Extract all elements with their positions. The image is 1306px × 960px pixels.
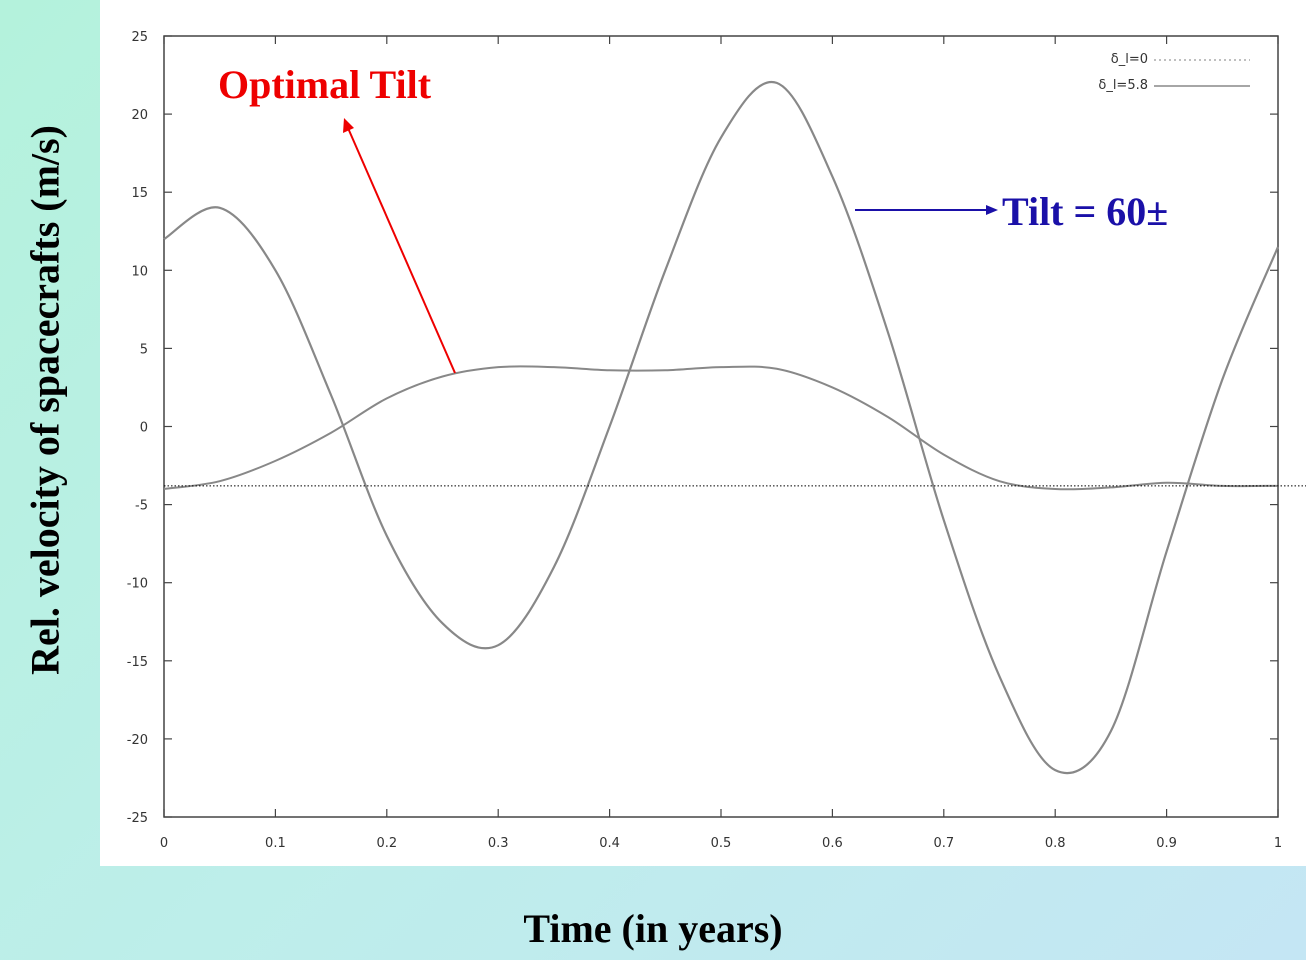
x-tick-label: 0 [160,836,168,851]
legend-label-0: δ_l=0 [1111,52,1148,67]
plot-panel: 25 20 15 10 5 0 -5 -10 -15 -20 -25 0 0.1 0.2 0.3 0.4 0.5… [100,0,1306,866]
line-chart: 25 20 15 10 5 0 -5 -10 -15 -20 -25 0 0.1 0.2 0.3 0.4 0.5… [127,30,1306,851]
annotation-optimal-tilt-arrow [347,127,456,374]
series-line-0 [163,80,1280,775]
annotation-optimal-tilt-arrowhead [343,118,354,133]
x-axis-label: Time (in years) [523,906,783,951]
y-tick-label: -25 [127,811,148,826]
annotation-tilt-60: Tilt = 60± [1002,189,1168,234]
y-tick-label: -15 [127,655,148,670]
legend-label-1: δ_l=5.8 [1098,78,1148,93]
y-tick-label: -10 [127,577,148,592]
y-tick-label: 15 [131,186,148,201]
annotation-tilt60-arrowhead [986,205,998,215]
x-tick-label: 0.8 [1045,836,1066,851]
legend: δ_l=0 δ_l=5.8 [1098,52,1250,93]
series-line-1 [163,365,1279,491]
series-group [163,80,1306,775]
y-tick-label: 20 [131,108,148,123]
annotation-optimal-tilt: Optimal Tilt [218,62,432,107]
y-tick-label: 25 [131,30,148,45]
x-tick-label: 0.2 [376,836,397,851]
y-tick-label: 0 [140,421,148,436]
plot-frame [163,35,1279,818]
y-tick-label: -5 [135,499,148,514]
y-axis-label-container: Rel. velocity of spacecrafts (m/s) [0,10,90,790]
x-tick-label: 0.3 [488,836,509,851]
y-tick-label: 10 [131,264,148,279]
x-tick-label: 0.1 [265,836,286,851]
x-tick-label: 0.7 [933,836,954,851]
y-tick-label: -20 [127,733,148,748]
x-tick-label: 0.9 [1156,836,1177,851]
y-axis-label: Rel. velocity of spacecrafts (m/s) [22,125,68,675]
y-tick-label: 5 [140,342,148,357]
x-tick-label: 0.5 [711,836,732,851]
axes: 25 20 15 10 5 0 -5 -10 -15 -20 -25 0 0.1 0.2 0.3 0.4 0.5… [127,30,1282,851]
x-tick-label: 1 [1274,836,1282,851]
annotations: Optimal Tilt Tilt = 60± [218,62,1168,374]
x-tick-label: 0.4 [599,836,620,851]
x-tick-label: 0.6 [822,836,843,851]
